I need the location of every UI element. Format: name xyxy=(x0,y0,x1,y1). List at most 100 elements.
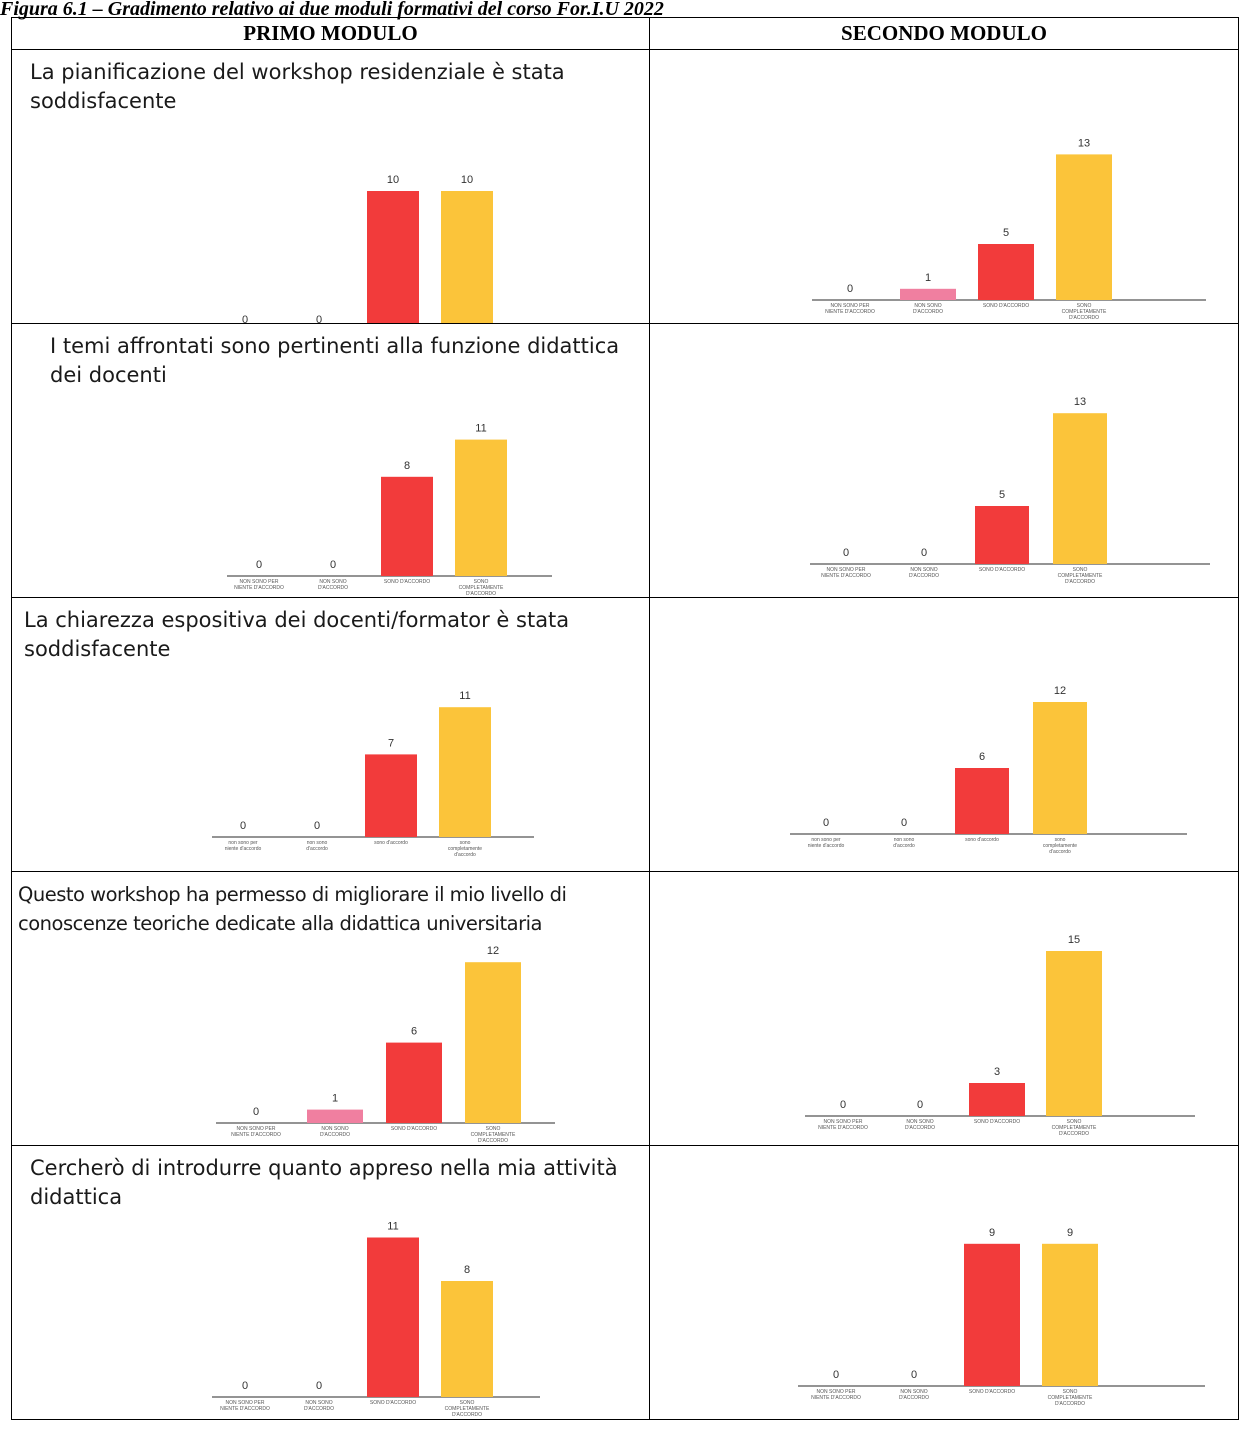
bar xyxy=(367,191,419,323)
tick-label: non sono per niente d'accordo xyxy=(808,837,845,849)
data-label: 3 xyxy=(994,1066,1000,1078)
bar xyxy=(365,754,417,837)
question-title: I temi affrontati sono pertinenti alla f… xyxy=(50,334,620,387)
cell-m1q1: La pianificazione del workshop residenzi… xyxy=(11,49,650,324)
data-label: 8 xyxy=(464,1264,470,1276)
data-label: 0 xyxy=(823,817,829,829)
data-label: 9 xyxy=(1067,1227,1073,1239)
tick-label: SONO D'ACCORDO xyxy=(969,1389,1015,1395)
bar-chart-m1q2: 0 NON SONO PER NIENTE D'ACCORDO 0 NON SONO D'… xyxy=(227,423,552,597)
bar-chart-m1q3: 0 non sono per niente d'accordo 0 non sono d'… xyxy=(212,690,534,858)
bar-chart-m2q2: 0 NON SONO PER NIENTE D'ACCORDO 0 NON SONO D'… xyxy=(810,396,1210,585)
tick-label: SONO D'ACCORDO xyxy=(384,579,430,585)
tick-label: NON SONO D'ACCORDO xyxy=(899,1389,929,1401)
bar xyxy=(455,439,507,576)
tick-label: SONO D'ACCORDO xyxy=(391,1126,437,1132)
bar-chart-m2q5: 0 NON SONO PER NIENTE D'ACCORDO 0 NON SONO D'… xyxy=(798,1227,1205,1407)
tick-label: SONO COMPLETAMENTE D'ACCORDO xyxy=(1062,303,1107,321)
bar xyxy=(969,1083,1025,1116)
data-label: 10 xyxy=(387,174,399,186)
tick-label: SONO D'ACCORDO xyxy=(979,567,1025,573)
bar xyxy=(367,1237,419,1397)
data-label: 6 xyxy=(979,751,985,763)
tick-label: NON SONO PER NIENTE D'ACCORDO xyxy=(825,303,875,315)
bar xyxy=(1033,702,1087,834)
data-label: 0 xyxy=(253,1106,259,1118)
data-label: 0 xyxy=(316,314,322,323)
data-label: 1 xyxy=(332,1093,338,1105)
question-row-4: Questo workshop ha permesso di migliorar… xyxy=(11,871,1239,1146)
data-label: 0 xyxy=(240,820,246,832)
tick-label: NON SONO PER NIENTE D'ACCORDO xyxy=(811,1389,861,1401)
data-label: 0 xyxy=(256,559,262,571)
data-label: 0 xyxy=(921,547,927,559)
data-label: 15 xyxy=(1068,934,1080,946)
bar-chart-m2q4: 0 NON SONO PER NIENTE D'ACCORDO 0 NON SONO D'… xyxy=(805,934,1195,1137)
tick-label: NON SONO PER NIENTE D'ACCORDO xyxy=(821,567,871,579)
tick-label: NON SONO D'ACCORDO xyxy=(304,1400,334,1412)
question-row-3: La chiarezza espositiva dei docenti/form… xyxy=(11,597,1239,872)
tick-label: NON SONO PER NIENTE D'ACCORDO xyxy=(220,1400,270,1412)
data-label: 11 xyxy=(459,690,470,702)
data-label: 13 xyxy=(1078,137,1090,149)
data-label: 0 xyxy=(911,1369,917,1381)
cell-m1q2: I temi affrontati sono pertinenti alla f… xyxy=(11,323,650,598)
data-label: 11 xyxy=(475,423,486,435)
tick-label: NON SONO PER NIENTE D'ACCORDO xyxy=(818,1119,868,1131)
data-label: 0 xyxy=(242,1380,248,1392)
tick-label: SONO D'ACCORDO xyxy=(983,303,1029,309)
bar xyxy=(465,962,521,1123)
bar xyxy=(439,707,491,837)
question-row-5: Cercherò di introdurre quanto appreso ne… xyxy=(11,1145,1239,1420)
bar xyxy=(964,1243,1020,1386)
tick-label: SONO COMPLETAMENTE D'ACCORDO xyxy=(459,579,504,597)
tick-label: SONO COMPLETAMENTE D'ACCORDO xyxy=(1048,1389,1093,1407)
data-label: 5 xyxy=(1003,227,1009,239)
data-label: 9 xyxy=(989,1227,995,1239)
bar xyxy=(386,1042,442,1123)
figure-caption: Figura 6.1 – Gradimento relativo ai due … xyxy=(0,0,664,20)
data-label: 0 xyxy=(833,1369,839,1381)
question-title: La pianificazione del workshop residenzi… xyxy=(30,60,565,113)
data-label: 0 xyxy=(847,283,853,295)
bar-chart-m2q3: 0 non sono per niente d'accordo 0 non sono d'… xyxy=(790,685,1187,855)
header-primo-modulo: PRIMO MODULO xyxy=(11,17,650,50)
bar-chart-m2q1: 0 NON SONO PER NIENTE D'ACCORDO 1 NON SONO D'… xyxy=(812,137,1206,321)
tick-label: SONO D'ACCORDO xyxy=(974,1119,1020,1125)
bar xyxy=(900,288,956,300)
data-label: 0 xyxy=(917,1099,923,1111)
bar xyxy=(978,244,1034,300)
tick-label: sono completamente d'accordo xyxy=(1043,837,1077,855)
cell-m2q1: 0 NON SONO PER NIENTE D'ACCORDO 1 NON SONO D'… xyxy=(649,49,1239,324)
data-label: 0 xyxy=(314,820,320,832)
bar xyxy=(307,1109,363,1123)
tick-label: NON SONO D'ACCORDO xyxy=(905,1119,935,1131)
cell-m2q5: 0 NON SONO PER NIENTE D'ACCORDO 0 NON SONO D'… xyxy=(649,1145,1239,1420)
cell-m1q5: Cercherò di introdurre quanto appreso ne… xyxy=(11,1145,650,1420)
data-label: 0 xyxy=(901,817,907,829)
bar xyxy=(441,191,493,323)
data-label: 0 xyxy=(840,1099,846,1111)
data-label: 1 xyxy=(925,272,931,284)
bar xyxy=(975,506,1029,564)
data-label: 10 xyxy=(461,174,473,186)
data-label: 13 xyxy=(1074,396,1086,408)
data-label: 0 xyxy=(843,547,849,559)
bar-chart-m1q5: 0 NON SONO PER NIENTE D'ACCORDO 0 NON SONO D'… xyxy=(212,1221,540,1418)
data-label: 7 xyxy=(388,737,394,749)
data-label: 6 xyxy=(411,1026,417,1038)
data-label: 12 xyxy=(487,945,499,957)
data-label: 0 xyxy=(242,314,248,323)
question-title: Cercherò di introdurre quanto appreso ne… xyxy=(30,1156,618,1209)
data-label: 12 xyxy=(1054,685,1066,697)
cell-m2q4: 0 NON SONO PER NIENTE D'ACCORDO 0 NON SONO D'… xyxy=(649,871,1239,1146)
tick-label: SONO COMPLETAMENTE D'ACCORDO xyxy=(1058,567,1103,585)
bar xyxy=(441,1281,493,1397)
survey-table: PRIMO MODULO SECONDO MODULO La pianifica… xyxy=(11,17,1239,1420)
tick-label: NON SONO D'ACCORDO xyxy=(318,579,348,591)
bar xyxy=(1053,413,1107,564)
data-label: 11 xyxy=(387,1221,398,1233)
data-label: 0 xyxy=(330,559,336,571)
bar xyxy=(1056,154,1112,300)
